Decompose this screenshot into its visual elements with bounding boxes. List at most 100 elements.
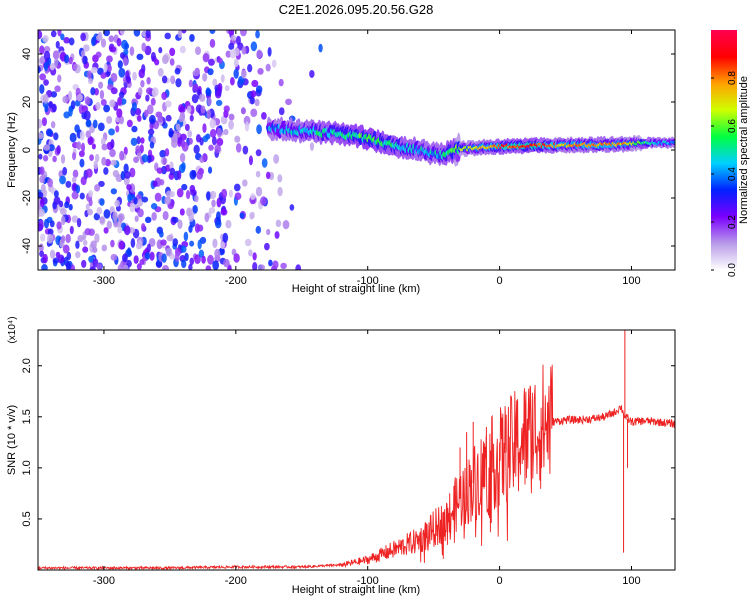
noise-speckle [94, 233, 100, 244]
noise-speckle [185, 189, 191, 200]
noise-speckle [278, 107, 285, 116]
noise-speckle [249, 96, 255, 105]
noise-speckle [100, 99, 107, 106]
noise-speckle [53, 196, 61, 205]
noise-speckle [188, 79, 193, 88]
noise-speckle [170, 138, 178, 149]
noise-speckle [99, 89, 105, 100]
noise-speckle [53, 190, 59, 198]
noise-speckle [81, 259, 87, 268]
noise-speckle [256, 124, 262, 135]
noise-speckle [235, 143, 242, 153]
noise-speckle [100, 72, 107, 79]
noise-speckle [193, 144, 200, 154]
noise-speckle [174, 252, 180, 262]
noise-speckle [65, 233, 71, 244]
noise-speckle [144, 252, 151, 260]
noise-speckle [282, 220, 290, 230]
noise-speckle [79, 158, 85, 168]
noise-speckle [214, 248, 221, 259]
noise-speckle [39, 233, 46, 242]
noise-speckle [228, 189, 233, 198]
snr-y-tick-label: 1.5 [21, 409, 33, 424]
noise-speckle [117, 60, 123, 69]
noise-speckle [103, 227, 109, 234]
noise-speckle [144, 216, 152, 224]
noise-speckle [118, 67, 126, 78]
noise-speckle [164, 148, 170, 157]
noise-speckle [252, 252, 257, 261]
noise-speckle [265, 63, 271, 72]
noise-speckle [133, 197, 138, 205]
noise-speckle [60, 154, 66, 164]
noise-speckle [115, 125, 120, 133]
noise-speckle [62, 244, 70, 254]
snr-x-ticks: -300 -200 -100 0 100 [93, 330, 641, 587]
noise-speckle [110, 253, 118, 261]
noise-speckle [216, 137, 224, 147]
noise-speckle [123, 225, 131, 236]
noise-speckle [248, 249, 253, 257]
noise-speckle [159, 230, 164, 238]
noise-speckle [255, 186, 263, 197]
colorbar-tick-label: 0.6 [727, 119, 738, 133]
noise-speckle [144, 45, 152, 56]
noise-speckle [244, 121, 250, 132]
noise-speckle [268, 259, 273, 267]
noise-speckle [79, 192, 85, 200]
noise-speckle [43, 144, 51, 151]
noise-speckle [42, 34, 49, 43]
noise-speckle [205, 88, 212, 97]
spectrogram-y-tick-label: 40 [21, 48, 33, 60]
noise-speckle [141, 196, 149, 203]
noise-speckle [94, 87, 99, 96]
noise-speckle [265, 171, 271, 180]
noise-speckle [267, 46, 272, 57]
noise-speckle [146, 104, 154, 115]
noise-speckle [150, 97, 156, 106]
noise-speckle [199, 93, 206, 102]
noise-speckle [76, 141, 82, 150]
noise-speckle [187, 130, 193, 138]
noise-speckle [41, 263, 48, 270]
noise-speckle [130, 137, 138, 146]
noise-speckle [38, 118, 43, 129]
signal-mark [671, 140, 675, 144]
noise-speckle [106, 116, 113, 124]
noise-speckle [123, 264, 129, 270]
noise-speckle [223, 105, 230, 113]
spectrogram-content [38, 30, 675, 270]
noise-speckle [162, 157, 167, 166]
noise-speckle [255, 149, 262, 157]
noise-speckle [80, 32, 86, 42]
noise-speckle [295, 264, 302, 270]
noise-speckle [129, 46, 135, 56]
snr-plot: -300 -200 -100 0 100 0.5 1.0 1.5 2.0 Height of … [6, 316, 676, 596]
noise-speckle [146, 87, 153, 95]
noise-speckle [70, 264, 76, 270]
noise-speckle [38, 208, 45, 217]
noise-speckle [139, 144, 144, 154]
noise-speckle [74, 124, 80, 133]
noise-speckle [110, 138, 115, 149]
noise-speckle [197, 239, 202, 250]
noise-speckle [255, 30, 260, 39]
spectrogram-x-tick-label: -300 [93, 275, 115, 287]
noise-speckle [129, 202, 136, 213]
noise-speckle [56, 145, 61, 155]
noise-speckle [95, 51, 102, 58]
noise-speckle [88, 255, 95, 263]
noise-speckle [83, 110, 91, 121]
noise-speckle [207, 97, 212, 106]
snr-x-tick-label: 100 [622, 575, 640, 587]
noise-speckle [75, 251, 81, 259]
noise-speckle [151, 87, 159, 97]
noise-speckle [234, 192, 242, 200]
noise-speckle [71, 191, 79, 200]
noise-speckle [183, 231, 189, 242]
noise-speckle [250, 193, 256, 200]
noise-speckle [94, 153, 100, 163]
noise-speckle [145, 94, 150, 102]
snr-background [38, 330, 675, 570]
noise-speckle [225, 220, 232, 229]
